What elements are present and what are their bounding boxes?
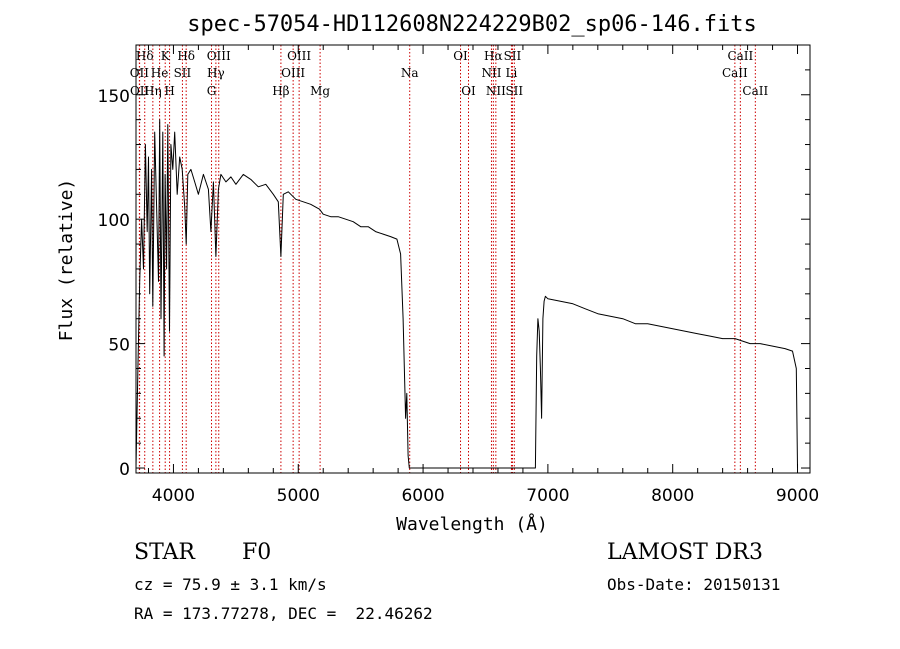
redshift-value: cz = 75.9 ± 3.1 km/s xyxy=(134,575,327,594)
spectral-line-label: OII xyxy=(130,66,150,80)
spectral-line-label: OI xyxy=(461,84,476,98)
spectral-line-label: Hη xyxy=(144,84,162,98)
object-subclass: F0 xyxy=(242,540,272,565)
spectral-line-label: Li xyxy=(506,66,518,80)
spectral-line-label: Hγ xyxy=(207,66,225,80)
spectral-line-label: OIII xyxy=(281,66,305,80)
plot-frame xyxy=(135,44,811,474)
y-tick-label: 150 xyxy=(98,87,130,107)
y-tick-label: 0 xyxy=(119,460,130,480)
ra-dec: RA = 173.77278, DEC = 22.46262 xyxy=(134,604,433,623)
x-tick-label: 5000 xyxy=(277,486,320,506)
obs-date: Obs-Date: 20150131 xyxy=(607,575,781,594)
chart-title: spec-57054-HD112608N224229B02_sp06-146.f… xyxy=(187,12,757,37)
spectral-line-label: K xyxy=(161,49,171,63)
y-axis-label: Flux (relative) xyxy=(56,179,77,342)
spectral-line-label: OIII xyxy=(207,49,231,63)
spectral-line-label: NII xyxy=(481,66,501,80)
spectral-line-label: CaII xyxy=(727,49,753,63)
object-class: STAR xyxy=(134,540,195,565)
x-tick-label: 8000 xyxy=(651,486,694,506)
spectral-line-label: CaII xyxy=(722,66,748,80)
spectral-line-label: He xyxy=(151,66,169,80)
x-tick-label: 6000 xyxy=(401,486,444,506)
spectral-line-label: NII xyxy=(486,84,506,98)
x-tick-label: 7000 xyxy=(526,486,569,506)
spectral-line-label: Mg xyxy=(310,84,330,98)
spectral-line-label: SII xyxy=(504,49,522,63)
spectral-line-label: Hδ xyxy=(177,49,195,63)
spectral-line-label: Hα xyxy=(484,49,503,63)
spectral-line-label: H xyxy=(164,84,174,98)
spectral-line-label: OI xyxy=(453,49,468,63)
x-tick-label: 4000 xyxy=(152,486,195,506)
spectral-line-label: Hδ xyxy=(136,49,154,63)
y-tick-label: 50 xyxy=(108,336,130,356)
spectral-line-label: CaII xyxy=(742,84,768,98)
spectral-line-label: G xyxy=(207,84,217,98)
spectral-line-label: Hβ xyxy=(272,84,289,98)
flux-series-line xyxy=(135,119,798,469)
y-tick-label: 100 xyxy=(98,211,130,231)
spectral-line-label: SII xyxy=(174,66,192,80)
spectral-line-label: SII xyxy=(505,84,523,98)
x-tick-label: 9000 xyxy=(776,486,819,506)
spectral-line-label: Na xyxy=(401,66,419,80)
spectral-line-label: OIII xyxy=(287,49,311,63)
survey-name: LAMOST DR3 xyxy=(607,540,763,565)
x-axis-label: Wavelength (Å) xyxy=(396,513,548,535)
